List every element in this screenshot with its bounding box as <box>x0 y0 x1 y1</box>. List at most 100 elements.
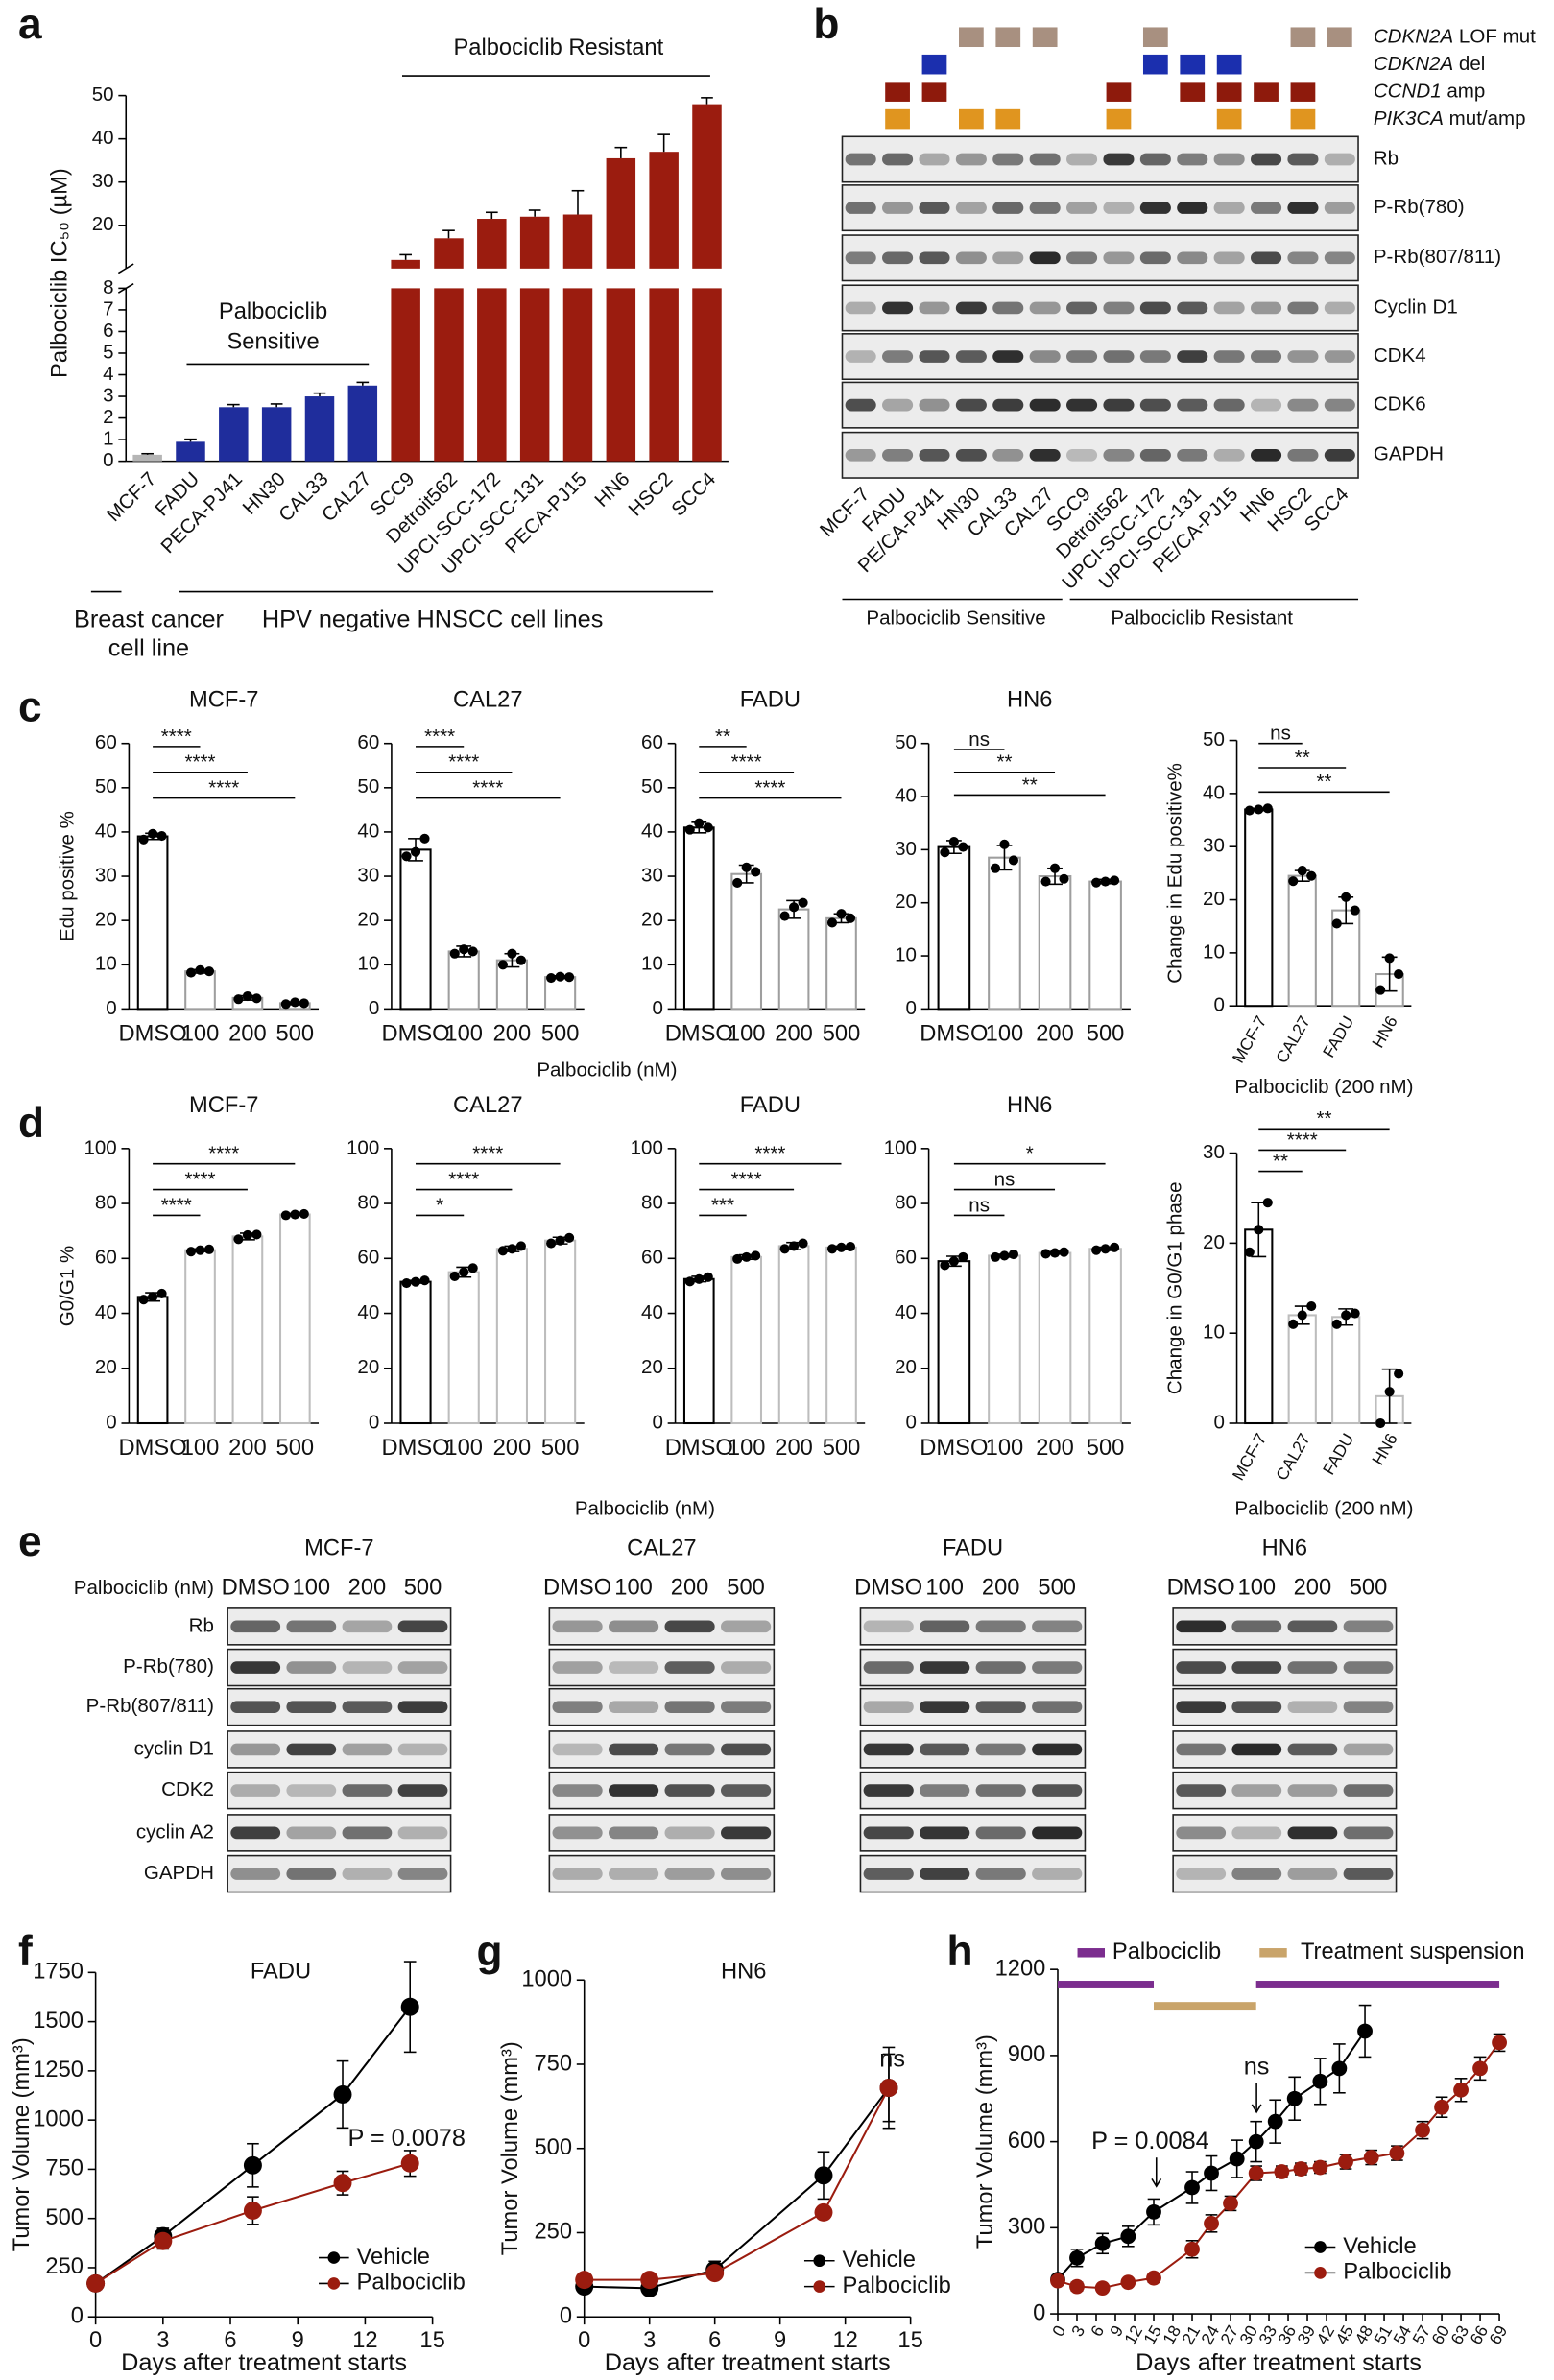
blot-band <box>1251 448 1282 462</box>
significance-label: **** <box>208 777 239 799</box>
blot-band <box>1029 251 1061 265</box>
x-tick-label: 100 <box>986 1022 1024 1047</box>
lane-label: 200 <box>671 1576 709 1601</box>
group-label: Palbociclib Sensitive <box>866 607 1045 629</box>
blot-strip <box>841 381 1359 429</box>
data-point <box>290 1209 300 1220</box>
bar <box>606 157 636 269</box>
x-tick-label: DMSO <box>119 1022 187 1047</box>
period-bar <box>1154 2002 1256 2011</box>
blot-band <box>863 1620 914 1633</box>
blot-band <box>955 398 987 412</box>
y-tick-label: 50 <box>895 731 917 753</box>
data-point <box>1120 2274 1136 2291</box>
blot-band <box>919 301 950 315</box>
blot-row-label: CDK2 <box>161 1778 214 1800</box>
y-tick-label: 20 <box>1203 888 1225 910</box>
data-point <box>1262 803 1273 814</box>
blot-band <box>1251 301 1282 315</box>
blot-band <box>1103 202 1135 214</box>
legend-label: Vehicle <box>1343 2234 1416 2259</box>
data-point <box>1375 985 1386 995</box>
panel-letter: f <box>18 1928 33 1975</box>
y-tick-label: 40 <box>92 127 114 149</box>
data-point <box>940 847 950 858</box>
data-point <box>459 1267 469 1277</box>
blot-strip <box>548 1607 776 1646</box>
data-point <box>1262 1198 1273 1208</box>
data-point <box>1384 953 1395 964</box>
data-point <box>1069 2249 1085 2266</box>
bar <box>447 1271 480 1425</box>
data-point <box>507 1244 517 1254</box>
blot-band <box>845 350 876 363</box>
blot-band <box>552 1701 603 1713</box>
data-point <box>845 1241 856 1252</box>
x-tick-label: 6 <box>708 2328 721 2353</box>
blot-band <box>397 1784 448 1797</box>
y-tick-label: 3 <box>103 384 113 406</box>
x-tick-label: 12 <box>832 2328 857 2353</box>
x-axis-label: Days after treatment starts <box>1136 2349 1422 2376</box>
x-tick-label: 200 <box>1036 1436 1074 1461</box>
blot-band <box>1176 1661 1227 1674</box>
group-label: Palbociclib Resistant <box>453 36 663 60</box>
x-tick-label: 200 <box>775 1022 813 1047</box>
blot-band <box>1139 301 1171 315</box>
data-point <box>1040 1249 1051 1259</box>
significance-label: **** <box>448 751 479 774</box>
lane-label: 100 <box>293 1576 331 1601</box>
blot-band <box>1029 350 1061 363</box>
blot-band <box>286 1868 337 1880</box>
blot-band <box>1251 350 1282 363</box>
blot-band <box>1231 1620 1282 1633</box>
bar <box>682 1277 715 1425</box>
data-point <box>1248 2133 1264 2150</box>
blot-band <box>1213 153 1245 166</box>
group-label: cell line <box>108 634 189 661</box>
blot-band <box>863 1743 914 1756</box>
y-tick-label: 80 <box>641 1191 663 1213</box>
blot-band <box>1029 448 1061 462</box>
data-point <box>419 833 430 844</box>
data-point <box>1394 1368 1404 1379</box>
blot-band <box>1139 350 1171 363</box>
alteration-type: mut/amp <box>1449 107 1526 130</box>
alteration-mark <box>921 54 947 75</box>
data-point <box>1375 1417 1386 1429</box>
data-point <box>1254 1225 1264 1235</box>
y-tick-label: 0 <box>103 449 113 471</box>
alteration-mark <box>995 27 1021 48</box>
data-point <box>138 1295 149 1305</box>
blot-row-label: cyclin A2 <box>136 1821 214 1843</box>
blot-band <box>975 1784 1026 1797</box>
x-tick-label: 9 <box>774 2328 786 2353</box>
data-point <box>1094 2235 1111 2251</box>
data-point <box>1286 2090 1303 2106</box>
blot-band <box>1287 1620 1338 1633</box>
blot-band <box>882 153 914 166</box>
x-tick-label: DMSO <box>920 1022 988 1047</box>
bar <box>937 845 971 1011</box>
data-point <box>879 2079 898 2098</box>
blot-band <box>863 1868 914 1880</box>
blot-band <box>664 1868 715 1880</box>
x-tick-label: DMSO <box>665 1436 733 1461</box>
bar <box>562 288 593 462</box>
blot-band <box>975 1868 1026 1880</box>
y-tick-label: 40 <box>357 820 379 842</box>
blot-band <box>721 1701 772 1713</box>
lane-label: DMSO <box>854 1576 922 1601</box>
blot-band <box>1103 301 1135 315</box>
data-point <box>299 998 309 1009</box>
lane-label: DMSO <box>222 1576 290 1601</box>
blot-band <box>1066 202 1098 214</box>
data-point <box>1040 876 1051 887</box>
alteration-mark <box>1216 54 1242 75</box>
blot-band <box>1176 1784 1227 1797</box>
blot-band <box>845 448 876 462</box>
y-tick-label: 6 <box>103 320 113 342</box>
data-point <box>1415 2122 1430 2138</box>
axis-break <box>117 263 134 274</box>
data-point <box>1100 1244 1111 1254</box>
